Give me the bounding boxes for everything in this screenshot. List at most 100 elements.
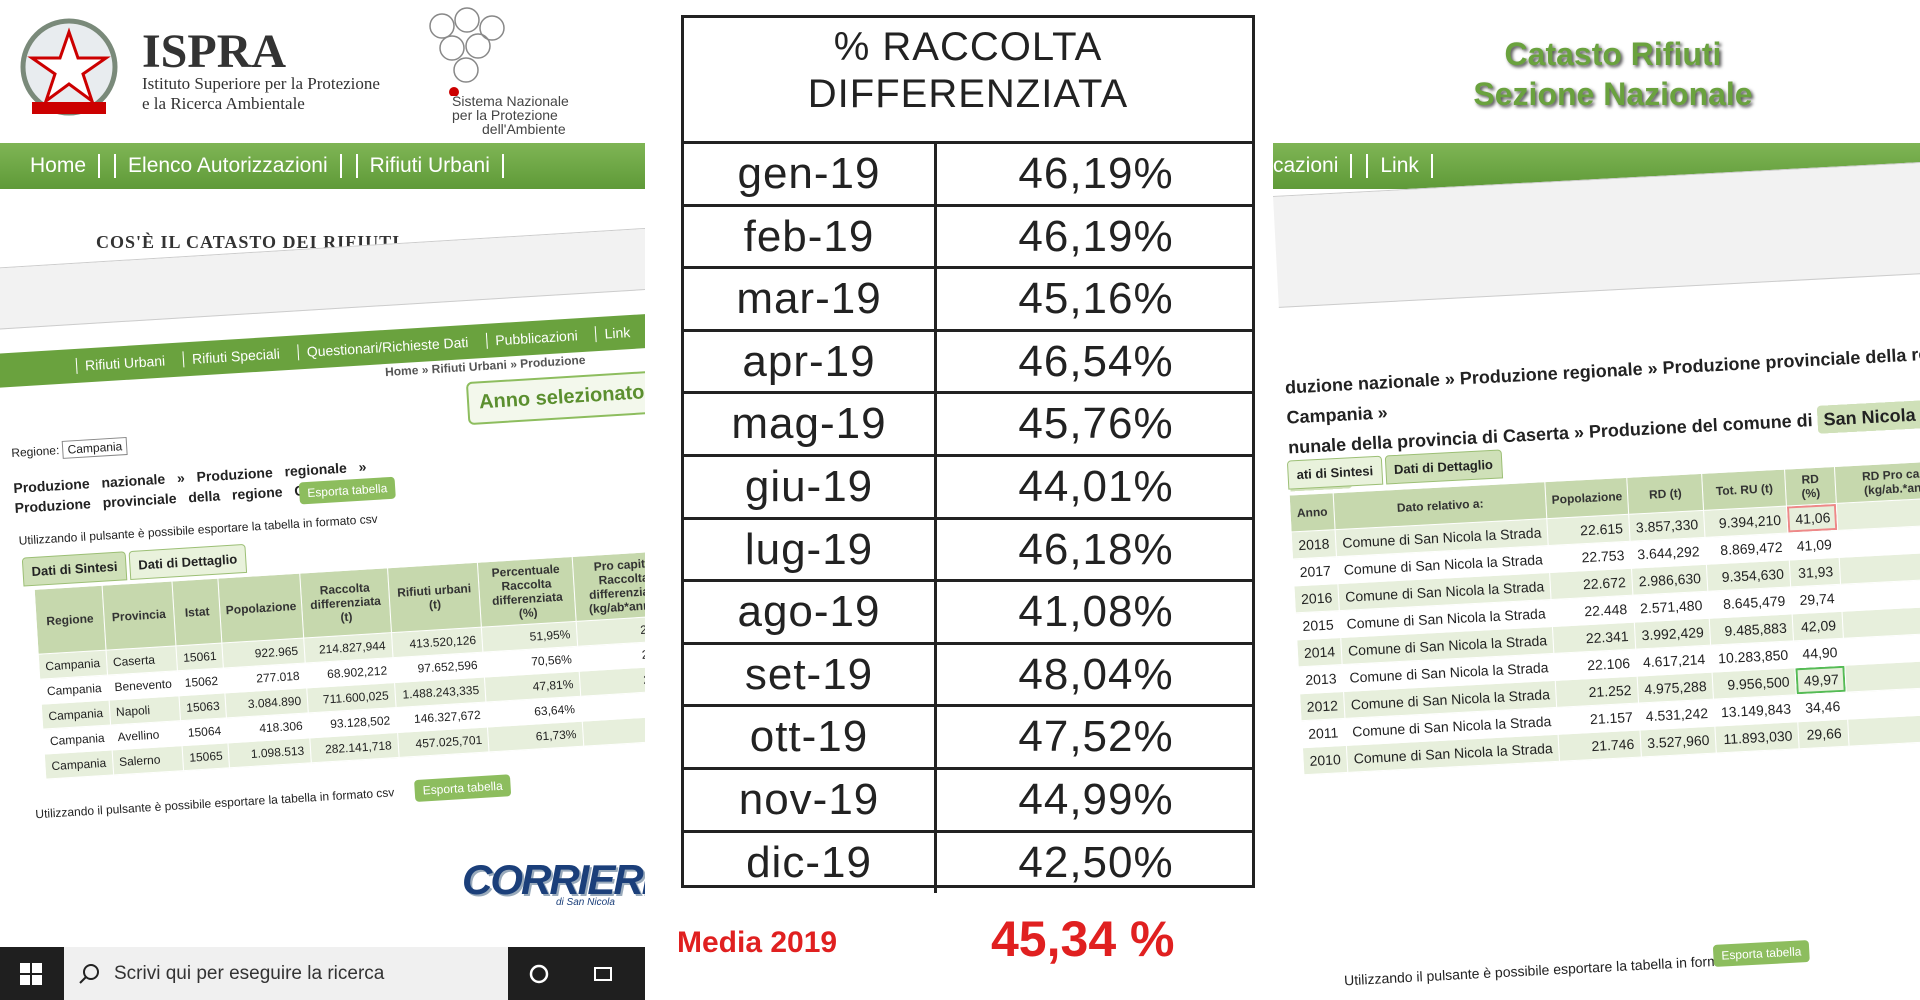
table-cell: 29,66 [1798, 719, 1849, 749]
table-cell: 2.986,630 [1631, 564, 1709, 596]
region-select: Regione: Campania [11, 436, 128, 460]
header-cell: Percentuale Raccolta differenziata (%) [477, 556, 577, 628]
table-cell: 457.025,701 [397, 726, 490, 758]
column-divider [934, 457, 937, 517]
table-cell: 2013 [1298, 664, 1344, 694]
emblem [20, 18, 118, 116]
month-label: ago-19 [737, 587, 881, 637]
header-cell: Tot. RU (t) [1701, 469, 1787, 511]
month-value: 42,50% [1018, 837, 1174, 887]
table-cell: 1.098.513 [228, 737, 312, 768]
export-button[interactable]: Esporta tabella [298, 476, 396, 505]
ispra-title: ISPRA [142, 25, 287, 78]
nav-item[interactable]: Elenco Autorizzazioni [114, 154, 342, 178]
comune-table: Anno Dato relativo a: Popolazione RD (t) Tot… [1289, 459, 1920, 775]
month-label: mar-19 [736, 274, 882, 324]
month-value: 44,01% [1018, 462, 1174, 511]
table-cell: 41,09 [1788, 530, 1839, 560]
tab[interactable]: Dati di Sintesi [21, 551, 128, 587]
inner-nav-item[interactable]: Rifiuti Speciali [182, 345, 281, 368]
nav-item[interactable]: Link [1366, 154, 1433, 178]
tab[interactable]: ati di Sintesi [1286, 455, 1383, 490]
table-cell: 3.857,330 [1628, 510, 1706, 542]
nav-item[interactable]: cazioni [1273, 154, 1353, 178]
region-value[interactable]: Campania [62, 436, 128, 459]
column-divider [934, 770, 937, 830]
month-label: ott-19 [749, 712, 869, 762]
export-button[interactable]: Esporta tabella [414, 774, 512, 803]
table-cell: 230,6 [579, 665, 645, 697]
cortana-icon[interactable] [528, 963, 550, 985]
snpa-line: per la Protezione [452, 107, 558, 123]
snpa-line: dell'Ambiente [482, 121, 566, 137]
column-divider [934, 519, 937, 580]
month-row: lug-19 46,18% [684, 516, 1252, 580]
windows-icon[interactable] [20, 963, 42, 985]
nav-item[interactable]: Rifiuti Urbani [355, 154, 504, 178]
month-label: mag-19 [731, 399, 887, 449]
month-label: gen-19 [737, 149, 881, 198]
year-box: Anno selezionato: [465, 370, 645, 426]
header-cell: Pro capite Raccolta differenziata (kg/ab… [572, 550, 645, 622]
column-divider [934, 394, 937, 455]
table-title-line: DIFFERENZIATA [807, 72, 1129, 116]
catasto-title: Catasto Rifiuti Sezione Nazionale [1453, 34, 1773, 114]
ispra-subtitle: Istituto Superiore per la Protezione e l… [142, 74, 380, 114]
month-label: set-19 [744, 649, 874, 699]
nav-bar: Home Elenco Autorizzazioni Rifiuti Urban… [0, 143, 645, 189]
province-table: Regione Provincia Istat Popolazione Raccolta… [34, 550, 645, 780]
month-label: feb-19 [743, 211, 875, 261]
month-label: giu-19 [744, 462, 874, 511]
catasto-title-line: Sezione Nazionale [1473, 76, 1753, 112]
table-cell: 22.341 [1552, 622, 1636, 654]
tab[interactable]: Dati di Dettaglio [128, 543, 248, 581]
export-note: Utilizzando il pulsante è possibile espo… [1343, 950, 1764, 989]
column-divider [934, 644, 937, 705]
inner-nav-item[interactable]: Link [595, 324, 631, 343]
tab[interactable]: Dati di Dettaglio [1384, 449, 1503, 485]
table-cell: 4.531,242 [1638, 699, 1716, 731]
ispra-subtitle-line: e la Ricerca Ambientale [142, 94, 305, 113]
table-cell: Salerno [111, 745, 184, 775]
export-note: Utilizzando il pulsante è possibile espo… [35, 785, 395, 822]
column-divider [934, 582, 937, 643]
month-row: nov-19 44,99% [684, 767, 1252, 830]
search-icon [79, 964, 99, 984]
table-cell: 3.527,960 [1640, 726, 1717, 757]
month-row: ago-19 41,08% [684, 579, 1252, 643]
table-cell: Campania [44, 749, 114, 780]
column-divider [934, 832, 937, 893]
header-cell: Provincia [101, 580, 177, 651]
month-row: set-19 48,04% [684, 641, 1252, 705]
table-cell: 42,09 [1792, 611, 1844, 641]
export-note: Utilizzando il pulsante è possibile espo… [18, 511, 378, 548]
snpa-logo [429, 7, 505, 96]
inner-nav-item[interactable]: Questionari/Richieste Dati [297, 333, 469, 361]
month-value: 46,19% [1018, 211, 1174, 261]
emblem-star [27, 27, 111, 106]
table-cell: 2.571,480 [1632, 591, 1710, 623]
taskbar-search[interactable]: Scrivi qui per eseguire la ricerca [64, 947, 508, 1000]
header-cell: Regione [34, 585, 106, 655]
header-cell: RD (t) [1626, 473, 1704, 515]
table-cell: 34,46 [1796, 692, 1848, 722]
month-row: gen-19 46,19% [684, 141, 1252, 204]
ispra-subtitle-line: Istituto Superiore per la Protezione [142, 74, 380, 93]
table-cell: 44,90 [1793, 638, 1845, 668]
taskview-icon[interactable] [592, 963, 614, 985]
header-cell: Popolazione [1545, 477, 1629, 519]
month-label: dic-19 [746, 837, 872, 887]
inner-nav-item[interactable]: Pubblicazioni [485, 327, 579, 349]
table-cell: 61,73% [487, 721, 584, 752]
average-value: 45,34 % [991, 911, 1175, 967]
month-label: lug-19 [744, 524, 874, 574]
table-cell: 2016 [1293, 583, 1340, 613]
inner-nav-item[interactable]: Rifiuti Urbani [75, 352, 166, 374]
export-button[interactable]: Esporta tabella [1712, 939, 1810, 967]
table-cell: 4.617,214 [1635, 645, 1713, 677]
header-cell: Popolazione [218, 573, 304, 644]
month-value: 45,16% [1018, 274, 1174, 324]
watermark: CORRIERE [462, 856, 645, 903]
header-cell: Istat [172, 578, 223, 646]
nav-item[interactable]: Home [0, 154, 101, 178]
